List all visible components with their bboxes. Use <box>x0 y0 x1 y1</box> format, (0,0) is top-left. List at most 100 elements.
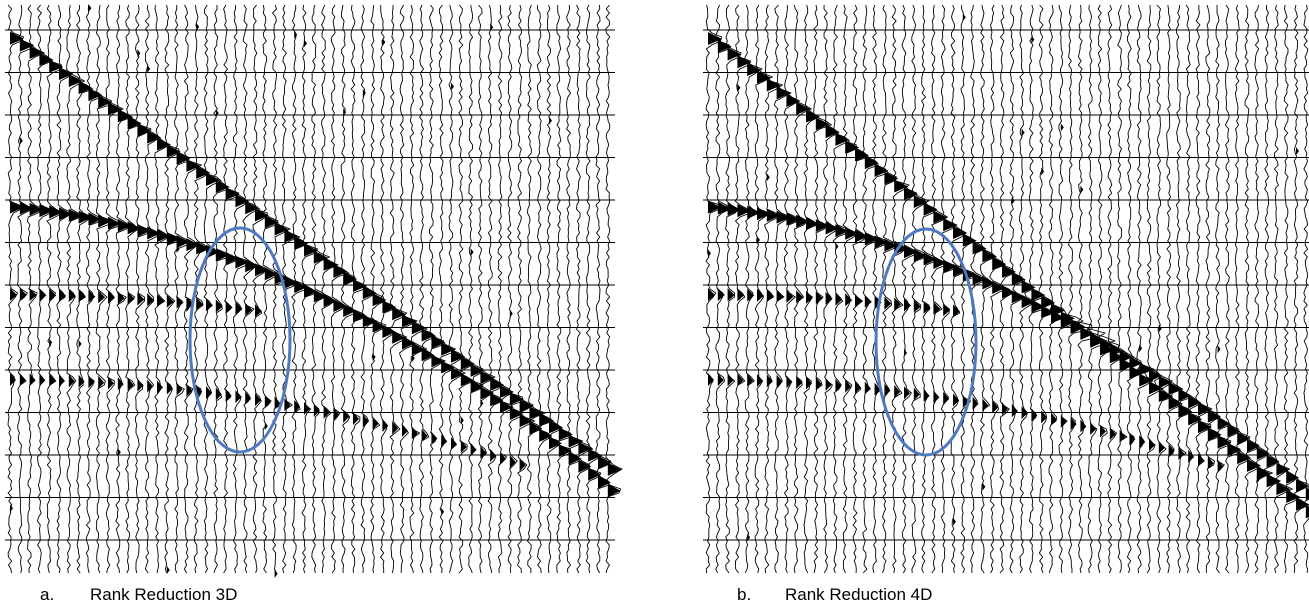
trace <box>891 4 910 574</box>
wavelet <box>835 224 849 238</box>
wavelet <box>215 109 219 118</box>
wavelet <box>558 427 573 441</box>
wavelet <box>1168 381 1182 395</box>
wavelet <box>1227 443 1242 457</box>
wavelet <box>766 289 774 303</box>
wavelet <box>29 373 36 387</box>
trace <box>1009 4 1027 574</box>
wavelet <box>992 257 1007 271</box>
wavelet <box>137 292 145 306</box>
trace <box>409 4 428 574</box>
wavelet <box>943 218 958 232</box>
wavelet <box>313 289 327 303</box>
wavelet <box>1129 356 1143 370</box>
wavelet <box>1276 462 1290 476</box>
wavelet <box>1002 264 1016 278</box>
wavelet <box>19 288 27 302</box>
wavelet <box>1011 290 1025 304</box>
wavelet <box>1198 453 1204 467</box>
trace <box>1185 4 1201 574</box>
wavelet <box>923 388 930 402</box>
wavelet <box>39 204 53 218</box>
wavelet <box>117 448 121 457</box>
trace <box>1057 4 1084 574</box>
wavelet <box>304 284 317 298</box>
wavelet <box>19 38 34 52</box>
wavelet <box>19 373 26 387</box>
wavelet <box>1119 349 1133 363</box>
wavelet <box>894 384 901 398</box>
wavelet <box>943 303 951 317</box>
wavelet <box>845 379 852 393</box>
wavelet <box>825 377 832 391</box>
wavelet <box>1168 443 1175 457</box>
wavelet <box>972 241 987 255</box>
wavelet <box>98 214 112 228</box>
wavelet <box>59 288 66 302</box>
wavelet <box>607 483 621 497</box>
panel-caption: Rank Reduction 4D <box>785 585 932 604</box>
trace <box>1038 4 1055 574</box>
trace <box>115 4 134 574</box>
wavelet <box>509 309 513 318</box>
wavelet <box>421 348 435 362</box>
wavelet <box>588 448 603 462</box>
wavelet <box>411 321 426 335</box>
wavelet <box>796 214 810 228</box>
wavelet <box>884 171 899 185</box>
wavelet <box>264 215 279 229</box>
wavelet <box>78 289 86 303</box>
wavelet <box>343 271 358 285</box>
wavelet <box>137 223 151 237</box>
wavelet <box>1002 402 1008 416</box>
trace <box>921 4 937 574</box>
trace <box>1126 4 1144 574</box>
wavelet <box>1021 295 1035 309</box>
wavelet <box>747 63 762 77</box>
wavelet <box>323 257 338 271</box>
trace <box>203 4 222 574</box>
wavelet <box>186 304 190 313</box>
wavelet <box>855 229 868 243</box>
trace <box>517 4 536 574</box>
trace <box>379 4 396 573</box>
wavelet <box>127 221 141 235</box>
wavelet <box>490 393 504 407</box>
wavelet <box>578 441 593 455</box>
wavelet <box>815 117 830 131</box>
trace <box>477 4 496 574</box>
trace <box>832 4 851 574</box>
wavelet <box>1188 395 1202 409</box>
wavelet <box>1109 427 1116 441</box>
wavelet <box>864 156 879 170</box>
wavelet <box>757 207 770 221</box>
trace <box>1165 4 1184 574</box>
trace <box>1146 4 1164 574</box>
trace <box>872 4 889 574</box>
wavelet <box>1119 429 1126 443</box>
wavelet <box>1031 300 1045 314</box>
wavelet <box>284 398 291 412</box>
wavelet <box>1217 459 1224 473</box>
wavelet <box>313 250 328 264</box>
trace <box>252 4 269 574</box>
wavelet <box>874 382 881 396</box>
wavelet <box>588 467 602 481</box>
trace <box>1156 4 1174 574</box>
trace <box>1117 4 1135 574</box>
wavelet <box>1100 338 1113 352</box>
wavelet <box>923 202 938 216</box>
wavelet <box>78 81 93 95</box>
wavelet <box>855 380 861 394</box>
panel-letter: b. <box>737 585 751 604</box>
wavelet <box>953 263 966 277</box>
trace <box>222 4 240 574</box>
wavelet <box>737 204 751 218</box>
wavelet <box>98 375 105 389</box>
wavelet <box>1090 332 1104 346</box>
wavelet <box>166 565 170 574</box>
trace <box>734 4 752 574</box>
wavelet <box>402 423 408 437</box>
wavelet <box>904 298 911 312</box>
trace <box>46 4 64 574</box>
